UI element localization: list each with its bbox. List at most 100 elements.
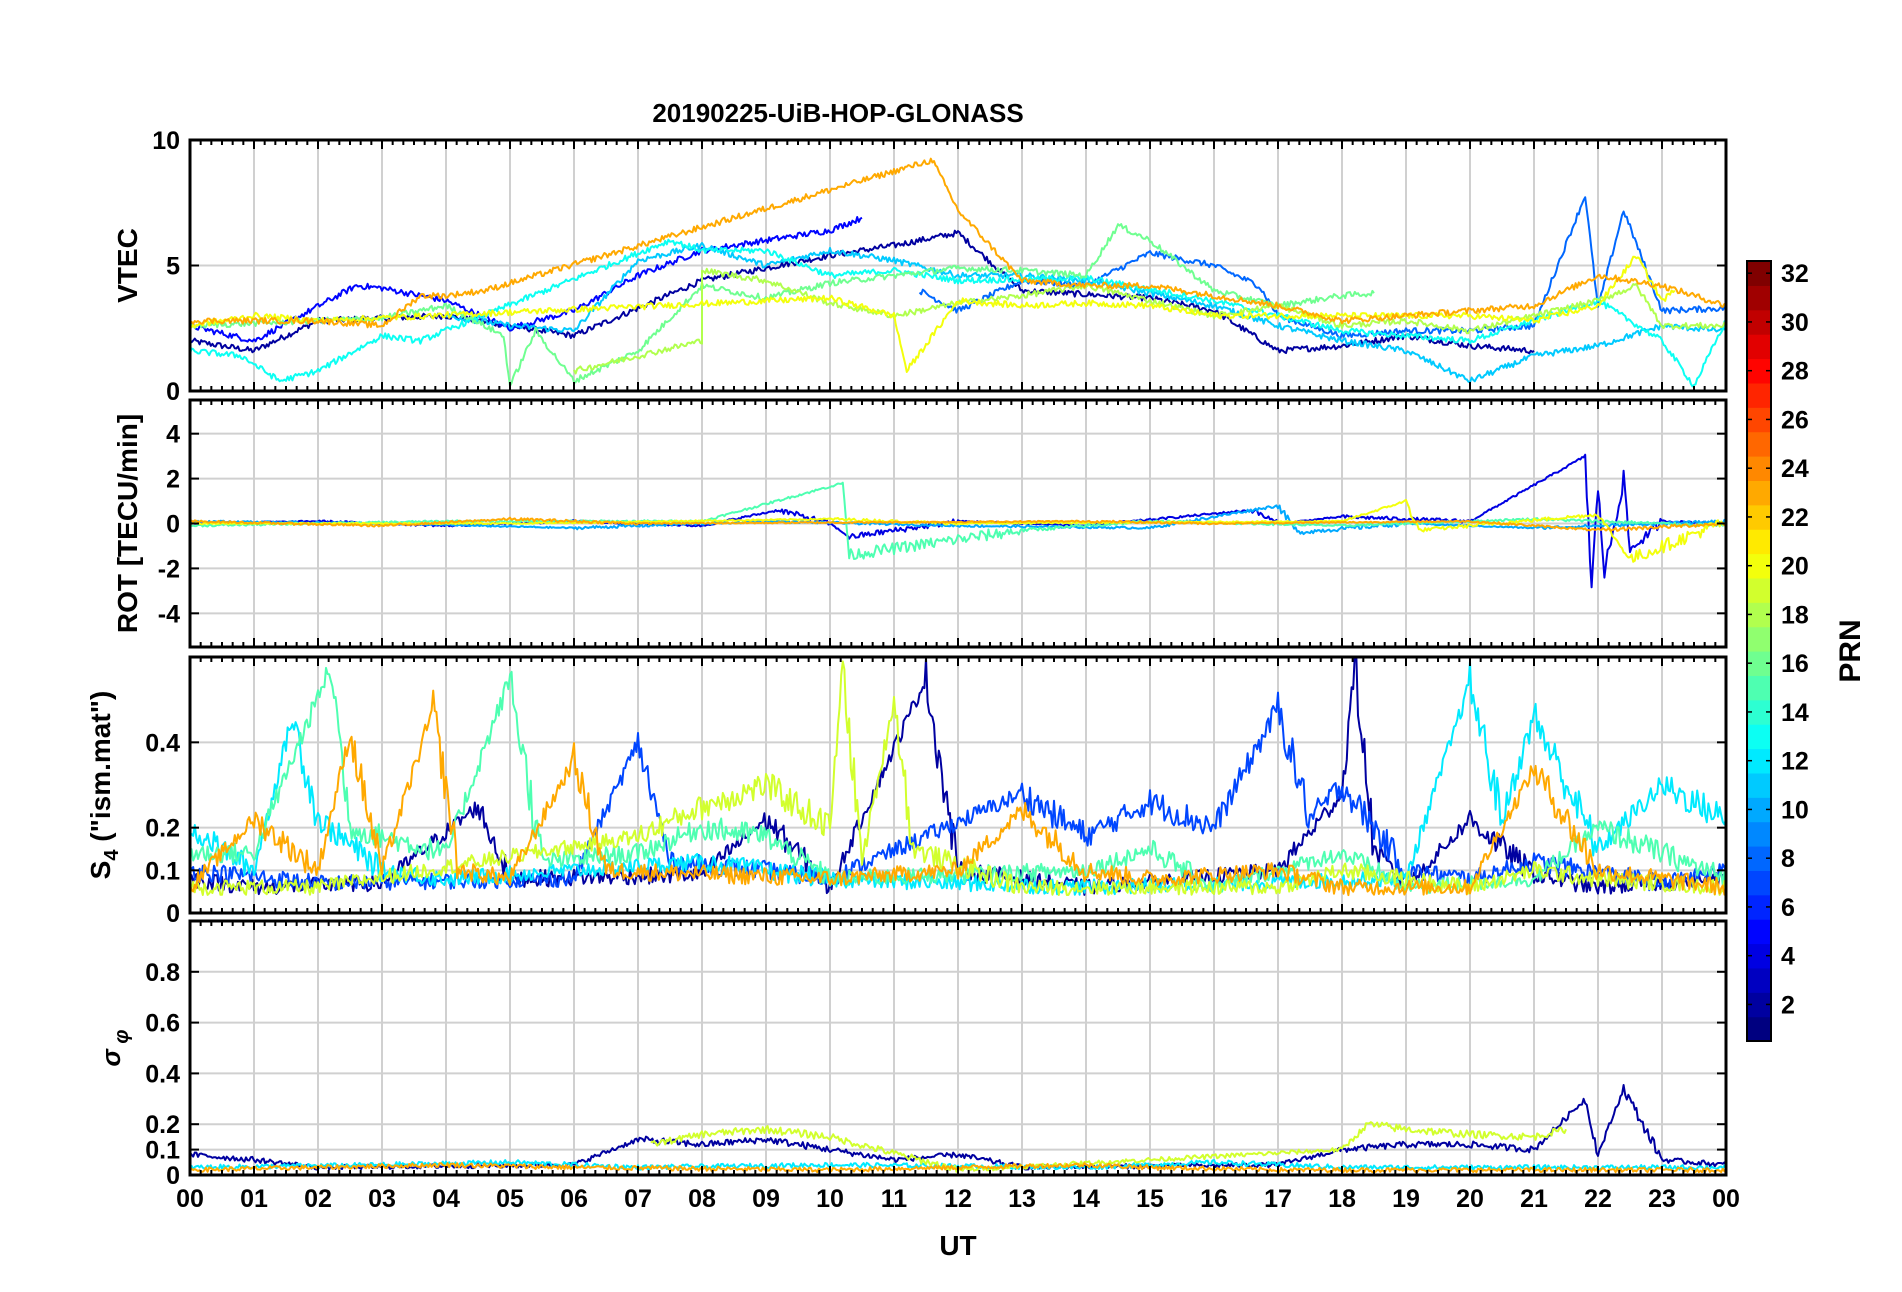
s4-ylabel-sub: 4 bbox=[101, 849, 123, 861]
x-tick-label: 19 bbox=[1392, 1185, 1420, 1213]
x-tick-label: 01 bbox=[240, 1185, 268, 1213]
x-tick-label: 23 bbox=[1648, 1185, 1676, 1213]
rot-series-group bbox=[190, 453, 1726, 589]
colorbar-tick-label: 8 bbox=[1781, 845, 1795, 873]
vtec-series-group bbox=[190, 157, 1726, 388]
x-tick-label: 11 bbox=[881, 1185, 908, 1213]
x-tick-label: 15 bbox=[1136, 1185, 1164, 1213]
colorbar-segment bbox=[1747, 724, 1771, 750]
x-tick-label: 02 bbox=[304, 1185, 332, 1213]
colorbar-segment bbox=[1747, 382, 1771, 408]
x-tick-label: 06 bbox=[560, 1185, 588, 1213]
rot-ytick-label: -4 bbox=[158, 600, 180, 628]
colorbar-tick-label: 2 bbox=[1781, 991, 1795, 1019]
colorbar-tick-label: 32 bbox=[1781, 260, 1809, 288]
vtec-ylabel: VTEC bbox=[112, 228, 143, 303]
x-tick-label: 00 bbox=[176, 1185, 204, 1213]
x-tick-label: 14 bbox=[1072, 1185, 1100, 1213]
x-tick-label: 09 bbox=[752, 1185, 780, 1213]
vtec-series-prn-11 bbox=[445, 242, 1726, 384]
colorbar-segment bbox=[1747, 821, 1771, 847]
colorbar-segment bbox=[1747, 334, 1771, 360]
s4-ytick-label: 0 bbox=[166, 900, 180, 928]
colorbar-segment bbox=[1747, 870, 1771, 896]
colorbar-segment bbox=[1747, 285, 1771, 311]
chart-title: 20190225-UiB-HOP-GLONASS bbox=[652, 98, 1023, 128]
colorbar-segment bbox=[1747, 431, 1771, 457]
sigma-ylabel-main: σ bbox=[96, 1047, 126, 1066]
sigma-ylabel-sub: φ bbox=[111, 1030, 133, 1050]
colorbar-segment bbox=[1747, 772, 1771, 798]
x-tick-label: 21 bbox=[1520, 1185, 1548, 1213]
sigma-ytick-label: 0.6 bbox=[145, 1010, 180, 1038]
x-tick-label: 03 bbox=[368, 1185, 396, 1213]
sigma-ytick-label: 0.4 bbox=[145, 1060, 180, 1088]
sigma-ytick-label: 0.8 bbox=[145, 959, 180, 987]
vtec-series-prn-20 bbox=[190, 255, 1676, 373]
colorbar-segment bbox=[1747, 529, 1771, 555]
colorbar-segment bbox=[1747, 480, 1771, 506]
panel-vtec: 0 5 10 VTEC bbox=[112, 127, 1728, 406]
x-tick-label: 07 bbox=[624, 1185, 652, 1213]
vtec-series-prn-23 bbox=[190, 157, 1726, 329]
panel-rot: -4 -2 0 2 4 ROT [TECU/min] bbox=[112, 398, 1728, 649]
s4-ylabel-rest: ("ism.mat") bbox=[85, 691, 116, 850]
s4-ytick-label: 0.4 bbox=[145, 729, 180, 757]
s4-ylabel-main: S bbox=[85, 861, 116, 880]
rot-ytick-label: -2 bbox=[158, 555, 180, 583]
colorbar-tick-label: 12 bbox=[1781, 748, 1809, 776]
colorbar-tick-label: 4 bbox=[1781, 943, 1795, 971]
sigma-ytick-label: 0.1 bbox=[145, 1137, 180, 1165]
colorbar-segment bbox=[1747, 919, 1771, 945]
x-tick-label: 16 bbox=[1200, 1185, 1228, 1213]
x-tick-label: 12 bbox=[944, 1185, 972, 1213]
colorbar-label: PRN bbox=[1834, 619, 1867, 682]
x-tick-label: 17 bbox=[1264, 1185, 1292, 1213]
colorbar-frame bbox=[1746, 260, 1772, 1042]
s4-frame bbox=[188, 655, 1728, 915]
colorbar-segment bbox=[1747, 1016, 1771, 1042]
vtec-series-prn-5 bbox=[190, 216, 863, 343]
x-tick-label: 13 bbox=[1008, 1185, 1036, 1213]
colorbar-segment bbox=[1747, 577, 1771, 603]
colorbar-tick-label: 18 bbox=[1781, 601, 1809, 629]
vtec-series-prn-8 bbox=[918, 196, 1726, 340]
vtec-ytick-label: 0 bbox=[166, 378, 180, 406]
x-tick-label: 20 bbox=[1456, 1185, 1484, 1213]
colorbar-tick-label: 20 bbox=[1781, 553, 1809, 581]
colorbar-segment bbox=[1747, 967, 1771, 993]
colorbar-tick-label: 24 bbox=[1781, 455, 1809, 483]
x-tick-label: 10 bbox=[816, 1185, 844, 1213]
sigma-ylabel: σ φ bbox=[96, 1030, 133, 1067]
x-tick-label: 22 bbox=[1584, 1185, 1612, 1213]
colorbar-segment bbox=[1747, 675, 1771, 701]
rot-ytick-label: 0 bbox=[166, 511, 180, 539]
vtec-ytick-label: 5 bbox=[166, 253, 180, 281]
rot-ytick-label: 4 bbox=[166, 421, 180, 449]
colorbar-tick-label: 28 bbox=[1781, 358, 1809, 386]
colorbar-tick-label: 22 bbox=[1781, 504, 1809, 532]
rot-ytick-label: 2 bbox=[166, 466, 180, 494]
x-tick-label: 05 bbox=[496, 1185, 524, 1213]
colorbar-tick-label: 16 bbox=[1781, 650, 1809, 678]
x-tick-label: 08 bbox=[688, 1185, 716, 1213]
colorbar-segment bbox=[1747, 626, 1771, 652]
vtec-ytick-label: 10 bbox=[152, 127, 180, 155]
sigma-ytick-label: 0 bbox=[166, 1162, 180, 1190]
panel-sigma: 00.10.2 0.4 0.6 0.8 σ φ bbox=[96, 919, 1728, 1190]
colorbar-tick-label: 6 bbox=[1781, 894, 1795, 922]
colorbar-tick-label: 30 bbox=[1781, 309, 1809, 337]
sigma-ytick-label: 0.2 bbox=[145, 1111, 180, 1139]
s4-ytick-label: 0.1 bbox=[145, 857, 180, 885]
rot-series-prn-23 bbox=[190, 516, 1726, 532]
s4-series-prn-23 bbox=[190, 689, 1726, 897]
rot-series-prn-10 bbox=[190, 504, 1726, 536]
s4-ytick-label: 0.2 bbox=[145, 815, 180, 843]
colorbar-tick-label: 10 bbox=[1781, 796, 1809, 824]
x-tick-label: 04 bbox=[432, 1185, 460, 1213]
sigma-frame bbox=[188, 919, 1728, 1177]
rot-ylabel: ROT [TECU/min] bbox=[112, 414, 143, 633]
